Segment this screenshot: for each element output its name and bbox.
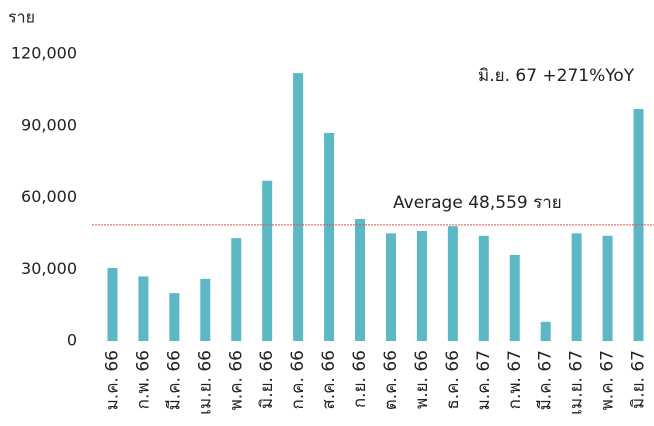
bar <box>509 254 520 341</box>
x-tick-label: พ.ค. 67 <box>598 350 618 410</box>
x-tick-label: ธ.ค. 66 <box>443 350 463 410</box>
x-tick-label: ก.ย. 66 <box>350 350 370 408</box>
y-tick-label: 30,000 <box>21 259 77 278</box>
bar <box>447 226 458 341</box>
bar <box>231 238 242 341</box>
bar <box>324 132 335 341</box>
y-tick-label: 60,000 <box>21 187 77 206</box>
x-tick-label: ม.ค. 66 <box>102 350 122 410</box>
bar <box>200 278 211 341</box>
x-tick-label: ก.ค. 66 <box>288 350 308 410</box>
bar <box>355 219 366 341</box>
bar <box>540 321 551 341</box>
bar <box>416 230 427 341</box>
x-tick-label: มิ.ย. 66 <box>257 350 277 409</box>
x-tick-label: ต.ค. 66 <box>381 350 401 410</box>
x-tick-label: เม.ย. 67 <box>567 350 587 415</box>
bar <box>571 233 582 341</box>
y-axis-label: ราย <box>8 8 35 27</box>
x-tick-label: ส.ค. 66 <box>319 350 339 410</box>
x-tick-label: พ.ย. 66 <box>412 350 432 409</box>
x-tick-label: ก.พ. 66 <box>133 350 153 409</box>
y-tick-label: 120,000 <box>11 44 77 63</box>
bar <box>138 276 149 341</box>
bar <box>293 73 304 341</box>
bar <box>107 268 118 341</box>
x-tick-label: พ.ค. 66 <box>226 350 246 410</box>
bar <box>385 233 396 341</box>
x-tick-label: ม.ค. 67 <box>474 350 494 410</box>
bar <box>169 293 180 341</box>
annotation: มิ.ย. 67 +271%YoY <box>478 66 635 86</box>
y-tick-label: 90,000 <box>21 115 77 134</box>
bar <box>478 235 489 341</box>
x-tick-label: มิ.ย. 67 <box>629 350 649 409</box>
x-tick-label: มี.ค. 67 <box>536 350 556 410</box>
average-label: Average 48,559 ราย <box>393 193 562 213</box>
x-tick-label: ก.พ. 67 <box>505 350 525 409</box>
x-tick-label: มี.ค. 66 <box>164 350 184 410</box>
bar <box>262 180 273 341</box>
x-tick-label: เม.ย. 66 <box>195 350 215 415</box>
bar <box>602 235 613 341</box>
y-tick-label: 0 <box>67 331 77 350</box>
